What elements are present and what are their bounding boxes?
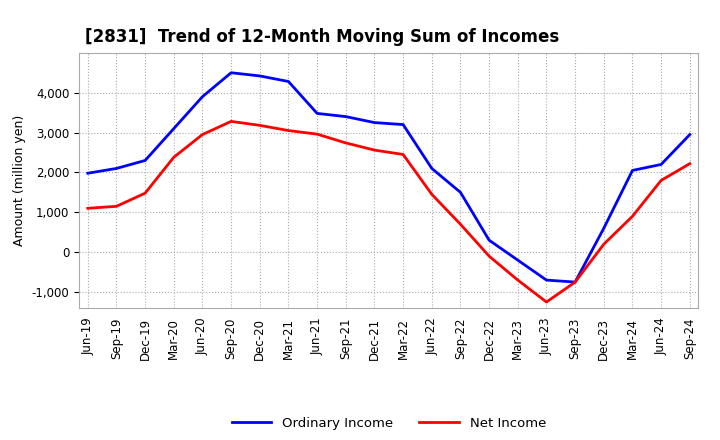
Net Income (284, 128, 293, 133)
Ordinary Income (256, 73, 264, 79)
Net Income (256, 123, 264, 128)
Ordinary Income (685, 132, 694, 137)
Line: Ordinary Income: Ordinary Income (88, 73, 690, 282)
Ordinary Income (513, 257, 522, 263)
Net Income (227, 119, 235, 124)
Ordinary Income (169, 126, 178, 131)
Net Income (370, 147, 379, 153)
Net Income (513, 278, 522, 283)
Ordinary Income (657, 162, 665, 167)
Ordinary Income (485, 238, 493, 243)
Y-axis label: Amount (million yen): Amount (million yen) (13, 115, 26, 246)
Legend: Ordinary Income, Net Income: Ordinary Income, Net Income (226, 411, 552, 435)
Ordinary Income (141, 158, 150, 163)
Ordinary Income (428, 166, 436, 171)
Ordinary Income (600, 226, 608, 231)
Net Income (112, 204, 121, 209)
Ordinary Income (628, 168, 636, 173)
Net Income (685, 161, 694, 166)
Ordinary Income (112, 166, 121, 171)
Net Income (657, 178, 665, 183)
Net Income (169, 154, 178, 160)
Ordinary Income (284, 79, 293, 84)
Net Income (600, 242, 608, 247)
Text: [2831]  Trend of 12-Month Moving Sum of Incomes: [2831] Trend of 12-Month Moving Sum of I… (86, 28, 559, 46)
Net Income (312, 132, 321, 137)
Net Income (571, 279, 580, 285)
Ordinary Income (456, 190, 465, 195)
Ordinary Income (227, 70, 235, 75)
Ordinary Income (370, 120, 379, 125)
Ordinary Income (542, 278, 551, 283)
Net Income (198, 132, 207, 137)
Net Income (141, 191, 150, 196)
Line: Net Income: Net Income (88, 121, 690, 302)
Ordinary Income (399, 122, 408, 127)
Ordinary Income (84, 171, 92, 176)
Net Income (456, 222, 465, 227)
Net Income (485, 253, 493, 259)
Net Income (628, 214, 636, 219)
Ordinary Income (312, 111, 321, 116)
Ordinary Income (198, 94, 207, 99)
Ordinary Income (341, 114, 350, 119)
Net Income (428, 192, 436, 197)
Net Income (84, 205, 92, 211)
Net Income (399, 152, 408, 157)
Net Income (341, 140, 350, 146)
Net Income (542, 299, 551, 304)
Ordinary Income (571, 279, 580, 285)
